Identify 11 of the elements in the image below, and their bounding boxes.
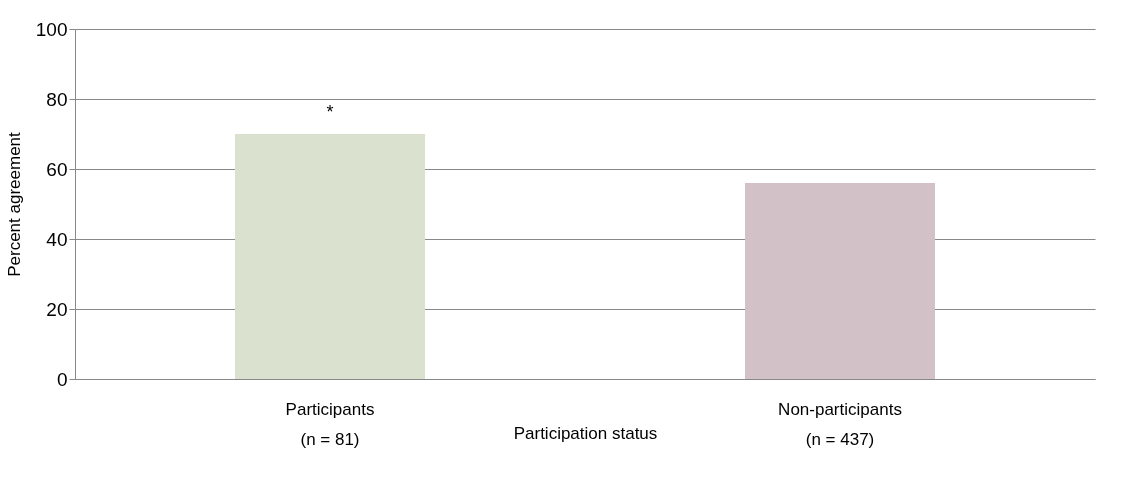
y-axis-title: Percent agreement	[4, 131, 24, 277]
y-tick-label: 0	[56, 368, 68, 390]
y-tick-label: 20	[46, 298, 68, 320]
y-tick-label: 60	[46, 158, 68, 180]
y-tick-label: 100	[35, 18, 68, 40]
y-tick-label: 80	[46, 88, 68, 110]
x-axis-title: Participation status	[513, 423, 658, 443]
x-tick-label: Non-participants (n = 437)	[778, 399, 902, 449]
annotation: *	[326, 102, 334, 122]
y-tick-label: 40	[46, 228, 68, 250]
x-tick-label: Participants (n = 81)	[285, 399, 375, 449]
